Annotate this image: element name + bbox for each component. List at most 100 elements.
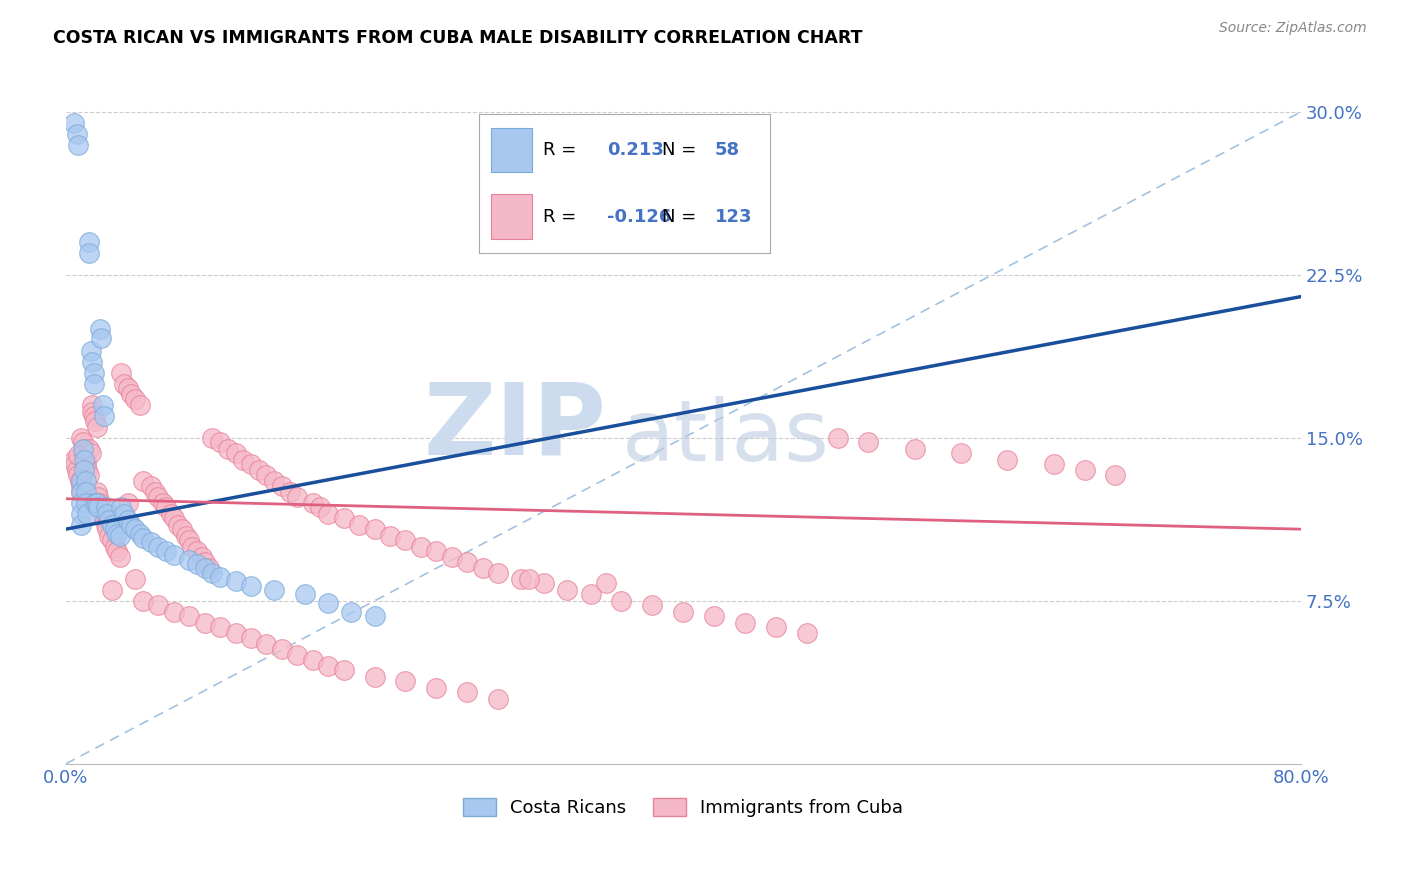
Immigrants from Cuba <box>301 652 323 666</box>
Costa Ricans <box>294 587 316 601</box>
Immigrants from Cuba <box>610 594 633 608</box>
Immigrants from Cuba <box>124 392 146 406</box>
Immigrants from Cuba <box>332 664 354 678</box>
Immigrants from Cuba <box>129 398 152 412</box>
Immigrants from Cuba <box>316 659 339 673</box>
Immigrants from Cuba <box>285 648 308 663</box>
Immigrants from Cuba <box>316 507 339 521</box>
Immigrants from Cuba <box>827 431 849 445</box>
Costa Ricans <box>75 485 97 500</box>
Immigrants from Cuba <box>117 496 139 510</box>
Immigrants from Cuba <box>70 431 93 445</box>
Costa Ricans <box>77 235 100 250</box>
Immigrants from Cuba <box>347 517 370 532</box>
Immigrants from Cuba <box>174 529 197 543</box>
Immigrants from Cuba <box>77 467 100 482</box>
Costa Ricans <box>240 579 263 593</box>
Immigrants from Cuba <box>181 540 204 554</box>
Costa Ricans <box>120 517 142 532</box>
Immigrants from Cuba <box>471 561 494 575</box>
Costa Ricans <box>77 246 100 260</box>
Immigrants from Cuba <box>91 507 114 521</box>
Immigrants from Cuba <box>90 500 112 515</box>
Costa Ricans <box>94 500 117 515</box>
Immigrants from Cuba <box>86 485 108 500</box>
Immigrants from Cuba <box>256 637 278 651</box>
Immigrants from Cuba <box>1042 457 1064 471</box>
Immigrants from Cuba <box>194 555 217 569</box>
Immigrants from Cuba <box>995 452 1018 467</box>
Immigrants from Cuba <box>217 442 239 456</box>
Immigrants from Cuba <box>301 496 323 510</box>
Immigrants from Cuba <box>486 691 509 706</box>
Immigrants from Cuba <box>285 490 308 504</box>
Costa Ricans <box>96 507 118 521</box>
Immigrants from Cuba <box>425 681 447 695</box>
Immigrants from Cuba <box>194 615 217 630</box>
Immigrants from Cuba <box>1104 467 1126 482</box>
Costa Ricans <box>83 366 105 380</box>
Immigrants from Cuba <box>132 475 155 489</box>
Costa Ricans <box>163 548 186 562</box>
Immigrants from Cuba <box>110 366 132 380</box>
Immigrants from Cuba <box>179 609 201 624</box>
Immigrants from Cuba <box>80 398 103 412</box>
Costa Ricans <box>70 496 93 510</box>
Costa Ricans <box>75 496 97 510</box>
Costa Ricans <box>83 376 105 391</box>
Immigrants from Cuba <box>101 582 124 597</box>
Immigrants from Cuba <box>186 544 208 558</box>
Costa Ricans <box>132 531 155 545</box>
Costa Ricans <box>75 475 97 489</box>
Costa Ricans <box>80 355 103 369</box>
Immigrants from Cuba <box>278 485 301 500</box>
Immigrants from Cuba <box>94 517 117 532</box>
Costa Ricans <box>65 127 87 141</box>
Immigrants from Cuba <box>73 446 96 460</box>
Costa Ricans <box>101 517 124 532</box>
Immigrants from Cuba <box>225 446 247 460</box>
Costa Ricans <box>90 331 112 345</box>
Costa Ricans <box>104 522 127 536</box>
Immigrants from Cuba <box>70 479 93 493</box>
Immigrants from Cuba <box>595 576 617 591</box>
Costa Ricans <box>98 513 121 527</box>
Text: atlas: atlas <box>621 396 830 479</box>
Costa Ricans <box>155 544 177 558</box>
Immigrants from Cuba <box>72 435 94 450</box>
Immigrants from Cuba <box>143 485 166 500</box>
Immigrants from Cuba <box>510 572 533 586</box>
Costa Ricans <box>179 552 201 566</box>
Costa Ricans <box>117 513 139 527</box>
Immigrants from Cuba <box>155 500 177 515</box>
Immigrants from Cuba <box>232 452 254 467</box>
Costa Ricans <box>194 561 217 575</box>
Immigrants from Cuba <box>96 522 118 536</box>
Immigrants from Cuba <box>240 631 263 645</box>
Costa Ricans <box>186 557 208 571</box>
Immigrants from Cuba <box>247 463 270 477</box>
Costa Ricans <box>225 574 247 589</box>
Immigrants from Cuba <box>62 452 84 467</box>
Costa Ricans <box>73 463 96 477</box>
Immigrants from Cuba <box>378 529 401 543</box>
Immigrants from Cuba <box>75 452 97 467</box>
Immigrants from Cuba <box>159 507 181 521</box>
Costa Ricans <box>86 496 108 510</box>
Immigrants from Cuba <box>256 467 278 482</box>
Immigrants from Cuba <box>703 609 725 624</box>
Immigrants from Cuba <box>198 561 221 575</box>
Immigrants from Cuba <box>394 533 416 547</box>
Costa Ricans <box>108 529 131 543</box>
Immigrants from Cuba <box>67 467 90 482</box>
Immigrants from Cuba <box>65 463 87 477</box>
Immigrants from Cuba <box>309 500 332 515</box>
Immigrants from Cuba <box>120 387 142 401</box>
Immigrants from Cuba <box>87 490 110 504</box>
Immigrants from Cuba <box>201 431 224 445</box>
Costa Ricans <box>201 566 224 580</box>
Immigrants from Cuba <box>796 626 818 640</box>
Costa Ricans <box>84 496 107 510</box>
Immigrants from Cuba <box>240 457 263 471</box>
Immigrants from Cuba <box>209 620 232 634</box>
